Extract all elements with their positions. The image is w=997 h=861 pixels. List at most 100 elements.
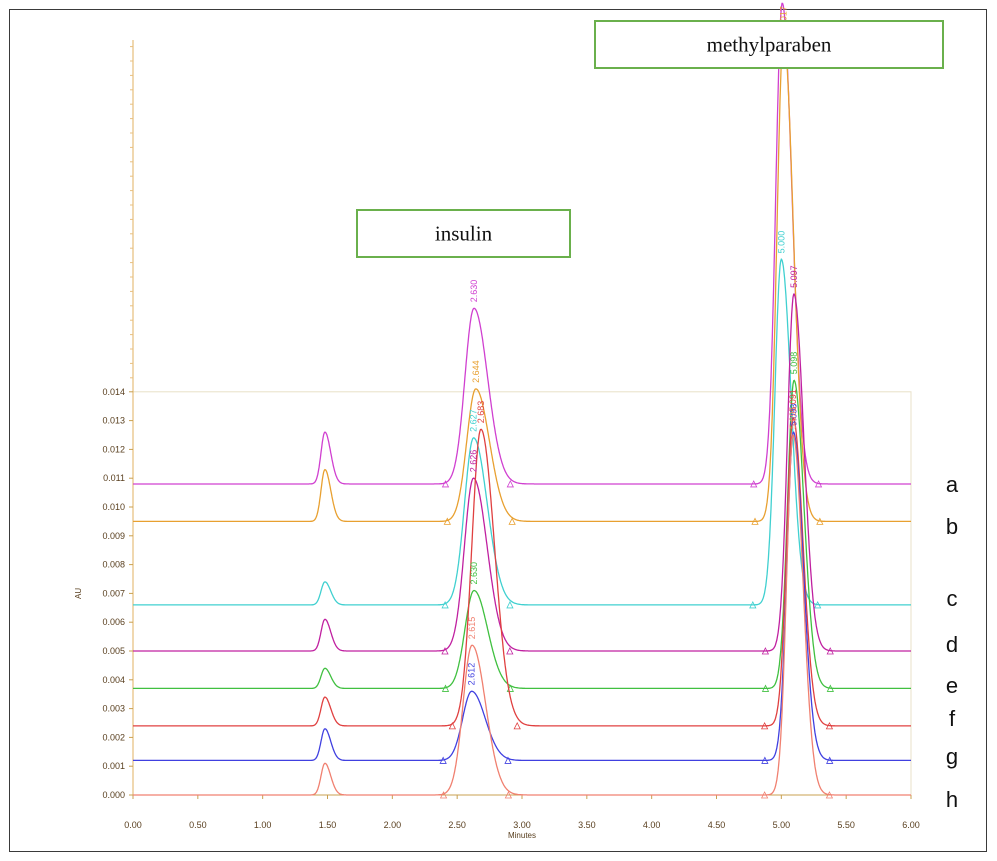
integration-marker — [506, 601, 514, 609]
peak-label-h: 2.615 — [467, 617, 477, 640]
trace-label-b: b — [946, 514, 958, 539]
trace-label-h: h — [946, 787, 958, 812]
peak-label-g: 5.093 — [788, 404, 798, 427]
peak-label-e: 2.630 — [469, 562, 479, 585]
x-tick-label: 3.50 — [578, 820, 596, 830]
peak-label-e: 5.098 — [789, 352, 799, 375]
peak-label-f: 2.683 — [476, 401, 486, 424]
integration-marker — [826, 684, 834, 692]
integration-marker — [506, 480, 514, 488]
peak-label-f: 5.091 — [788, 389, 798, 412]
y-axis-title: AU — [74, 588, 83, 599]
chromatogram-traces — [133, 2, 911, 799]
integration-marker — [506, 647, 514, 655]
x-tick-label: 0.00 — [124, 820, 142, 830]
integration-marker — [441, 601, 449, 609]
integration-marker — [441, 684, 450, 692]
integration-marker — [816, 517, 824, 525]
y-tick-label: 0.012 — [102, 444, 125, 454]
integration-marker — [761, 756, 769, 764]
trace-d — [133, 293, 911, 652]
peak-label-c: 2.627 — [469, 409, 479, 432]
trace-f — [133, 416, 911, 727]
y-tick-label: 0.002 — [102, 732, 125, 742]
y-tick-label: 0.011 — [103, 473, 125, 483]
x-tick-label: 0.50 — [189, 820, 207, 830]
trace-label-e: e — [946, 673, 958, 698]
x-tick-label: 2.00 — [384, 820, 402, 830]
trace-h — [133, 434, 911, 796]
integration-marker — [504, 756, 512, 764]
integration-marker — [814, 480, 823, 488]
x-tick-label: 5.00 — [773, 820, 791, 830]
annotation-label-insulin: insulin — [435, 222, 493, 246]
peak-label-g: 2.612 — [467, 663, 477, 686]
trace-a — [133, 2, 911, 485]
x-tick-label: 6.00 — [902, 820, 920, 830]
integration-marker — [825, 721, 834, 730]
integration-marker — [441, 480, 450, 488]
annotation-label-methylparaben: methylparaben — [707, 33, 832, 57]
peak-label-d: 5.097 — [789, 265, 799, 288]
integration-marker — [504, 791, 513, 799]
integration-marker — [761, 647, 770, 655]
y-tick-label: 0.009 — [102, 531, 125, 541]
integration-marker — [439, 756, 447, 764]
compound-annotations: insulin methylparaben — [356, 20, 944, 258]
trace-g — [133, 431, 911, 762]
integration-marker — [825, 791, 834, 799]
integration-marker — [826, 647, 834, 655]
y-tick-label: 0.013 — [102, 416, 125, 426]
x-tick-label: 1.00 — [254, 820, 272, 830]
integration-marker — [826, 756, 834, 764]
integration-marker — [760, 791, 769, 799]
integration-marker — [749, 601, 757, 609]
y-tick-label: 0.010 — [102, 502, 125, 512]
integration-marker — [750, 480, 758, 488]
integration-marker — [761, 684, 770, 692]
trace-label-a: a — [946, 472, 959, 497]
integration-marker — [751, 517, 759, 525]
integration-marker — [508, 517, 516, 525]
y-tick-label: 0.005 — [102, 646, 125, 656]
peak-label-h: 5.091 — [788, 406, 798, 429]
integration-marker — [813, 601, 822, 609]
trace-label-g: g — [946, 744, 958, 769]
integration-marker — [513, 721, 521, 730]
trace-label-d: d — [946, 632, 958, 657]
y-tick-label: 0.007 — [102, 588, 125, 598]
annotation-box-methylparaben — [594, 20, 944, 69]
trace-label-f: f — [949, 706, 956, 731]
trace-c — [133, 258, 911, 606]
y-tick-label: 0.004 — [102, 675, 125, 685]
x-tick-label: 4.00 — [643, 820, 661, 830]
x-tick-label: 5.50 — [837, 820, 855, 830]
x-tick-label: 4.50 — [708, 820, 726, 830]
trace-label-c: c — [947, 586, 958, 611]
peak-label-c: 5.000 — [776, 231, 786, 254]
integration-marker — [448, 721, 457, 730]
peak-label-b: 2.644 — [471, 360, 481, 383]
annotation-box-insulin — [356, 209, 571, 258]
y-tick-label: 0.000 — [102, 790, 125, 800]
y-tick-label: 0.006 — [102, 617, 125, 627]
y-tick-label: 0.014 — [102, 387, 125, 397]
peak-label-b: 5.017 — [779, 6, 789, 29]
y-tick-label: 0.003 — [102, 704, 125, 714]
x-axis-ticks: 0.00 0.50 1.00 1.50 2.00 2.50 3.00 3.50 4.00 4.50… — [124, 795, 920, 830]
y-tick-label: 0.008 — [102, 560, 125, 570]
integration-marker — [439, 791, 448, 799]
x-axis-title: Minutes — [508, 831, 536, 840]
peak-label-a: 2.630 — [469, 280, 479, 303]
integration-marker — [441, 647, 449, 655]
x-tick-label: 3.00 — [513, 820, 531, 830]
y-axis-ticks: 0.000 0.001 0.002 0.003 0.004 0.005 0.006 0.007… — [102, 387, 133, 800]
figure-frame — [9, 9, 987, 852]
peak-labels: 2.6305.0072.6445.0172.6275.0002.6265.097… — [467, 6, 799, 686]
integration-marker — [760, 721, 769, 730]
x-tick-label: 2.50 — [448, 820, 466, 830]
x-tick-label: 1.50 — [319, 820, 337, 830]
y-tick-label: 0.001 — [102, 761, 125, 771]
